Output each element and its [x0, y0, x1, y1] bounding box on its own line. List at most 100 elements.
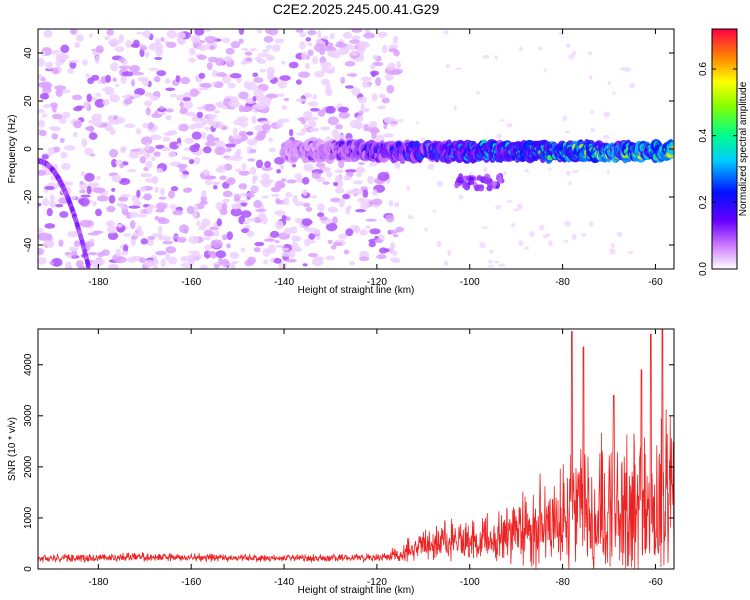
spectrogram-cell	[172, 209, 184, 216]
spectrogram-cell	[304, 238, 311, 247]
spectrogram-cell	[170, 186, 179, 192]
spectrogram-cell	[458, 194, 464, 200]
spectrogram-cell	[562, 115, 568, 121]
y-tick-label: 3000	[23, 404, 34, 427]
spectrogram-cell	[182, 97, 191, 102]
spectrogram-cell	[129, 220, 136, 229]
spectrogram-cell	[455, 67, 462, 70]
spectrogram-cell	[216, 72, 227, 77]
spectrogram-cell	[143, 100, 153, 107]
spectrogram-cell	[176, 143, 183, 147]
spectrogram-cell	[118, 34, 125, 43]
spectrogram-cell	[363, 32, 376, 39]
spectrogram-cell	[41, 154, 49, 160]
x-tick-label: -60	[648, 277, 663, 288]
spectrogram-cell	[182, 187, 192, 193]
spectrogram-cell	[324, 88, 333, 97]
spectrogram-cell	[302, 189, 308, 197]
spectrogram-cell	[52, 104, 57, 113]
spectrogram-cell	[253, 77, 264, 83]
spectrogram-cell	[299, 41, 306, 50]
spectrogram-cell	[212, 81, 217, 85]
spectrogram-cell	[225, 143, 236, 148]
spectrogram-cell	[94, 55, 100, 65]
spectrogram-cell	[388, 47, 398, 53]
spectrogram-cell	[406, 185, 411, 192]
spectrogram-cell	[238, 104, 244, 113]
spectrogram-cell	[301, 51, 307, 61]
spectrogram-cell	[121, 71, 134, 77]
spectrogram-cell	[249, 166, 257, 175]
spectrogram-cell	[375, 77, 382, 87]
spectrogram-cell	[69, 61, 77, 69]
spectrogram-cell	[180, 262, 193, 268]
x-tick-label: -120	[367, 577, 387, 588]
spectrogram-cell	[457, 173, 464, 181]
spectrogram-cell	[143, 193, 152, 201]
spectrogram-cell	[351, 35, 361, 40]
spectrogram-cell	[323, 68, 333, 74]
spectrogram-cell	[38, 257, 47, 265]
spectrogram-cell	[39, 92, 49, 100]
spectrogram-cell	[86, 93, 92, 103]
spectrogram-cell	[79, 197, 90, 207]
spectrogram-cell	[332, 241, 343, 247]
spectrogram-cell	[274, 180, 285, 189]
spectrogram-cell	[563, 239, 569, 243]
spectrogram-cell	[624, 67, 632, 72]
spectrogram-cell	[240, 247, 246, 253]
spectrogram-cell	[268, 147, 276, 153]
spectrogram-cell	[75, 260, 84, 268]
spectrogram-cell	[136, 189, 141, 198]
spectrogram-cell	[513, 208, 520, 212]
y-tick-label: -20	[23, 189, 34, 204]
spectrogram-cell	[516, 203, 523, 210]
spectrogram-cell	[274, 220, 284, 230]
spectrogram-cell	[371, 130, 377, 140]
spectrogram-cell	[84, 147, 94, 156]
spectrogram-cell	[132, 71, 145, 76]
spectrogram-cell	[116, 223, 123, 228]
spectrogram-cell	[572, 169, 579, 173]
spectrogram-cell	[358, 162, 365, 166]
spectrogram-cell	[335, 43, 347, 48]
spectrogram-cell	[222, 198, 230, 203]
spectrogram-cell	[95, 45, 104, 54]
spectrogram-cell	[72, 94, 83, 101]
spectrogram-cell	[101, 249, 110, 256]
spectrogram-cell	[253, 247, 261, 253]
spectrogram-cell	[60, 151, 68, 159]
spectrogram-cell	[327, 50, 335, 57]
spectrogram-cell	[274, 210, 286, 216]
spectrogram-cell	[193, 156, 201, 165]
colorbar-tick-label: 0.4	[698, 128, 709, 142]
spectrogram-cell	[351, 86, 361, 96]
spectrogram-cell	[394, 202, 400, 208]
spectrogram-cell	[265, 44, 272, 50]
spectrogram-cell	[542, 233, 549, 239]
spectrogram-cell	[118, 65, 131, 69]
y-tick-label: -40	[23, 237, 34, 252]
spectrogram-cell	[128, 211, 140, 218]
spectrogram-cell	[116, 202, 125, 208]
spectrogram-cell	[80, 194, 91, 198]
spectrogram-cell	[167, 151, 177, 158]
spectrogram-cell	[225, 179, 233, 184]
spectrogram-cell	[356, 124, 362, 130]
spectrogram-cell	[139, 45, 148, 51]
spectrogram-cell	[268, 244, 277, 254]
spectrogram-cell	[266, 66, 275, 75]
spectrogram-cell	[264, 161, 272, 168]
spectrogram-cell	[338, 198, 346, 208]
spectrogram-cell	[145, 205, 152, 214]
spectrogram-cell	[206, 133, 215, 143]
spectrogram-cell	[87, 232, 100, 236]
spectrogram-cell	[495, 204, 502, 210]
spectrogram-cell	[246, 131, 254, 136]
spectrogram-cell	[204, 141, 217, 147]
spectrogram-cell	[95, 208, 102, 217]
spectrogram-cell	[158, 225, 163, 235]
spectrogram-cell	[165, 87, 176, 91]
spectrogram-cell	[53, 146, 60, 153]
spectrogram-cell	[332, 216, 338, 224]
